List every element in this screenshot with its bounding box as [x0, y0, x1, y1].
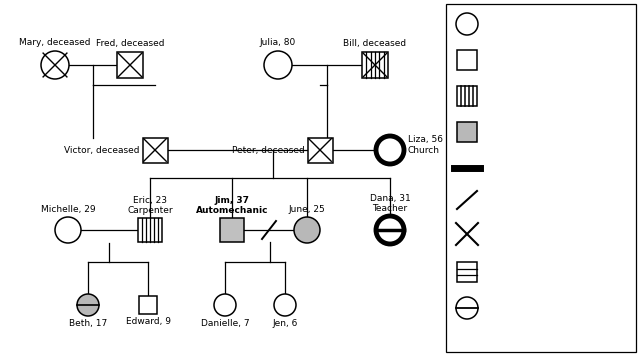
Text: = Person Suffering from
  a Mental Illness: = Person Suffering from a Mental Illness — [490, 79, 607, 101]
Text: Fred, deceased: Fred, deceased — [96, 39, 164, 48]
Bar — [142, 137, 168, 163]
Bar — [308, 137, 332, 163]
Text: Danielle, 7: Danielle, 7 — [201, 319, 249, 328]
Text: Julia, 80: Julia, 80 — [260, 38, 296, 47]
Circle shape — [41, 51, 69, 79]
Bar — [457, 86, 477, 106]
Text: Mary, deceased: Mary, deceased — [19, 38, 91, 47]
Bar — [457, 50, 477, 70]
Circle shape — [55, 217, 81, 243]
Circle shape — [376, 216, 404, 244]
Bar — [457, 262, 477, 282]
Circle shape — [77, 294, 99, 316]
Text: Eric, 23
Carpenter: Eric, 23 Carpenter — [127, 196, 173, 215]
Circle shape — [294, 217, 320, 243]
Bar — [138, 218, 162, 242]
Text: Dana, 31
Teacher: Dana, 31 Teacher — [369, 193, 410, 213]
Circle shape — [274, 294, 296, 316]
Text: June, 25: June, 25 — [288, 205, 325, 214]
Circle shape — [456, 13, 478, 35]
Bar — [362, 52, 388, 78]
Text: = Female: = Female — [490, 19, 537, 29]
Circle shape — [456, 297, 478, 319]
Circle shape — [214, 294, 236, 316]
Text: Jim, 37
Automechanic: Jim, 37 Automechanic — [196, 196, 268, 215]
Text: Jen, 6: Jen, 6 — [272, 319, 298, 328]
Text: Victor, deceased: Victor, deceased — [64, 146, 140, 154]
Text: = Victim: = Victim — [490, 163, 532, 173]
Text: Beth, 17: Beth, 17 — [69, 319, 107, 328]
Text: = Deceased: = Deceased — [490, 229, 549, 239]
Text: Peter, deceased: Peter, deceased — [232, 146, 304, 154]
Text: = Divorced: = Divorced — [490, 195, 544, 205]
Circle shape — [376, 136, 404, 164]
Text: Bill, deceased: Bill, deceased — [343, 39, 406, 48]
Text: = Male: = Male — [490, 55, 524, 65]
Bar — [457, 122, 477, 142]
Bar — [117, 52, 143, 78]
Bar — [446, 4, 636, 352]
Bar — [220, 218, 244, 242]
Text: Michelle, 29: Michelle, 29 — [41, 205, 95, 214]
Circle shape — [264, 51, 292, 79]
Text: = Substance or Drug
  Abuse Problem: = Substance or Drug Abuse Problem — [490, 255, 593, 277]
Text: = Person involved in the
  criminal justice system: = Person involved in the criminal justic… — [490, 115, 610, 137]
Bar — [139, 296, 157, 314]
Text: Liza, 56
Church: Liza, 56 Church — [408, 135, 443, 155]
Text: = Substance or Drug
  Abuse Problem: = Substance or Drug Abuse Problem — [490, 291, 593, 313]
Text: Edward, 9: Edward, 9 — [126, 317, 170, 326]
